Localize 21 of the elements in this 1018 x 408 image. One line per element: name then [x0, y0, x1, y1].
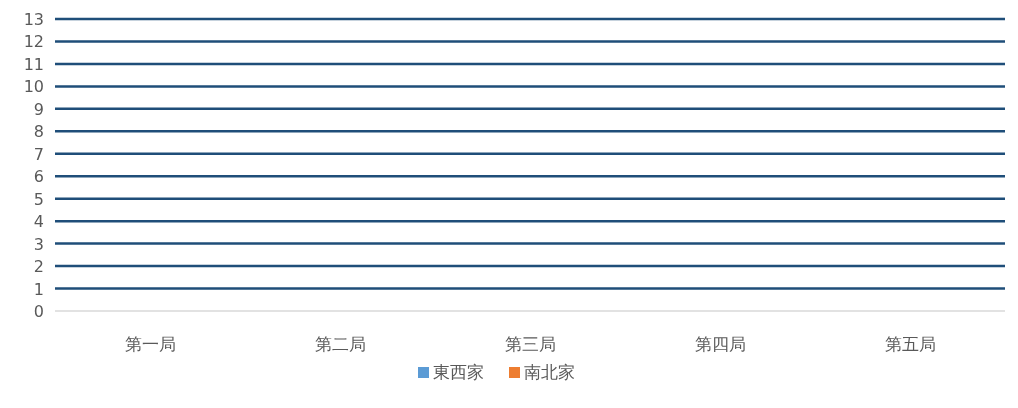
y-tick-label: 2: [33, 257, 44, 277]
y-tick-label: 6: [33, 167, 44, 187]
y-tick-label: 0: [33, 302, 44, 321]
y-tick-label: 8: [33, 122, 44, 142]
x-tick-label: 第四局: [694, 334, 746, 354]
x-tick-label: 第一局: [124, 334, 176, 354]
y-tick-label: 5: [33, 189, 44, 209]
y-tick-label: 7: [33, 144, 44, 164]
y-tick-label: 11: [23, 54, 44, 74]
x-tick-label: 第五局: [884, 334, 936, 354]
x-tick-label: 第三局: [504, 334, 556, 354]
y-tick-label: 4: [33, 212, 44, 232]
y-tick-label: 10: [23, 77, 44, 97]
y-tick-label: 3: [33, 234, 44, 254]
y-tick-label: 1: [33, 279, 44, 299]
y-tick-label: 12: [23, 32, 44, 52]
y-tick-label: 9: [33, 99, 44, 119]
x-tick-label: 第二局: [314, 334, 366, 354]
legend-label: 南北家: [524, 362, 575, 382]
y-tick-label: 13: [23, 10, 44, 29]
legend-label: 東西家: [433, 362, 484, 382]
